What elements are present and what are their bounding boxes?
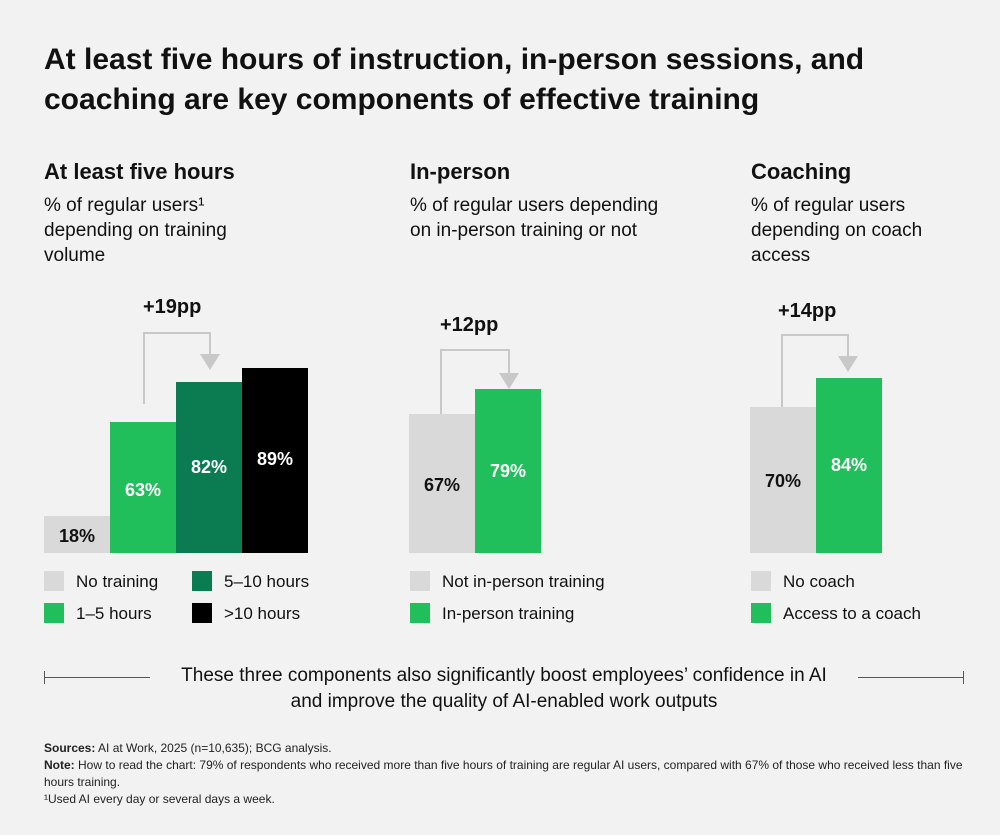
bar-no-training bbox=[44, 515, 110, 553]
panel-subtitle: % of regular users depending on in-perso… bbox=[410, 195, 659, 241]
delta-annotation: +12pp bbox=[440, 314, 499, 336]
legend-swatch bbox=[410, 571, 430, 591]
legend-swatch bbox=[751, 603, 771, 623]
delta-annotation: +19pp bbox=[143, 296, 202, 318]
legend-swatch bbox=[44, 571, 64, 591]
value-label: 82% bbox=[190, 457, 228, 478]
value-label: 89% bbox=[256, 449, 294, 470]
legend-swatch bbox=[192, 603, 212, 623]
value-label: 18% bbox=[58, 526, 96, 547]
panel-subtitle: % of regular users¹ depending on trainin… bbox=[44, 195, 227, 266]
value-label: 79% bbox=[489, 460, 527, 481]
legend-item: No training bbox=[44, 571, 158, 592]
sources-line: Sources: AI at Work, 2025 (n=10,635); BC… bbox=[44, 741, 332, 755]
rule-tick-right bbox=[963, 671, 964, 684]
legend-item: >10 hours bbox=[192, 603, 300, 624]
footnotes: Sources: AI at Work, 2025 (n=10,635); BC… bbox=[44, 740, 964, 808]
legend-item: No coach bbox=[751, 571, 855, 592]
bar-access-to-coach bbox=[816, 378, 882, 553]
legend-swatch bbox=[751, 571, 771, 591]
rule-line-right bbox=[858, 677, 964, 678]
legend-item: 5–10 hours bbox=[192, 571, 309, 592]
bar-5-10-hours bbox=[176, 382, 242, 553]
rule-line-left bbox=[44, 677, 150, 678]
value-label: 84% bbox=[830, 455, 868, 476]
chart-title: At least five hours of instruction, in-p… bbox=[44, 43, 865, 116]
legend-item: 1–5 hours bbox=[44, 603, 152, 624]
value-label: 70% bbox=[764, 471, 802, 492]
bar-chart-coaching: 70% 84% bbox=[750, 300, 883, 553]
delta-annotation: +14pp bbox=[778, 300, 837, 322]
panel-title: In-person bbox=[410, 159, 511, 184]
footnote-1: ¹Used AI every day or several days a wee… bbox=[44, 792, 275, 806]
legend-item: Access to a coach bbox=[751, 603, 921, 624]
bar-chart-in-person: 67% 79% bbox=[409, 300, 542, 553]
callout-text: These three components also significantl… bbox=[181, 665, 827, 712]
panel-five-hours: At least five hours % of regular users¹ … bbox=[44, 155, 364, 268]
value-label: 67% bbox=[423, 474, 461, 495]
legend-item: In-person training bbox=[410, 603, 574, 624]
panel-in-person: In-person % of regular users depending o… bbox=[410, 155, 690, 243]
legend-swatch bbox=[410, 603, 430, 623]
panel-title: Coaching bbox=[751, 159, 852, 184]
bar-in-person bbox=[475, 388, 541, 553]
bar-no-coach bbox=[750, 407, 816, 553]
bar-not-in-person bbox=[409, 413, 475, 553]
panel-title: At least five hours bbox=[44, 159, 235, 184]
bar-over-10-hours bbox=[242, 367, 308, 553]
note-line: Note: How to read the chart: 79% of resp… bbox=[44, 758, 963, 789]
legend-swatch bbox=[44, 603, 64, 623]
panel-subtitle: % of regular users depending on coach ac… bbox=[751, 195, 923, 266]
legend-item: Not in-person training bbox=[410, 571, 605, 592]
callout: These three components also significantl… bbox=[44, 660, 964, 720]
legend-swatch bbox=[192, 571, 212, 591]
bar-chart-five-hours: 18% 63% 82% 89% bbox=[44, 300, 308, 553]
value-label: 63% bbox=[124, 479, 162, 500]
bar-1-5-hours bbox=[110, 421, 176, 553]
panel-coaching: Coaching % of regular users depending on… bbox=[751, 155, 971, 268]
